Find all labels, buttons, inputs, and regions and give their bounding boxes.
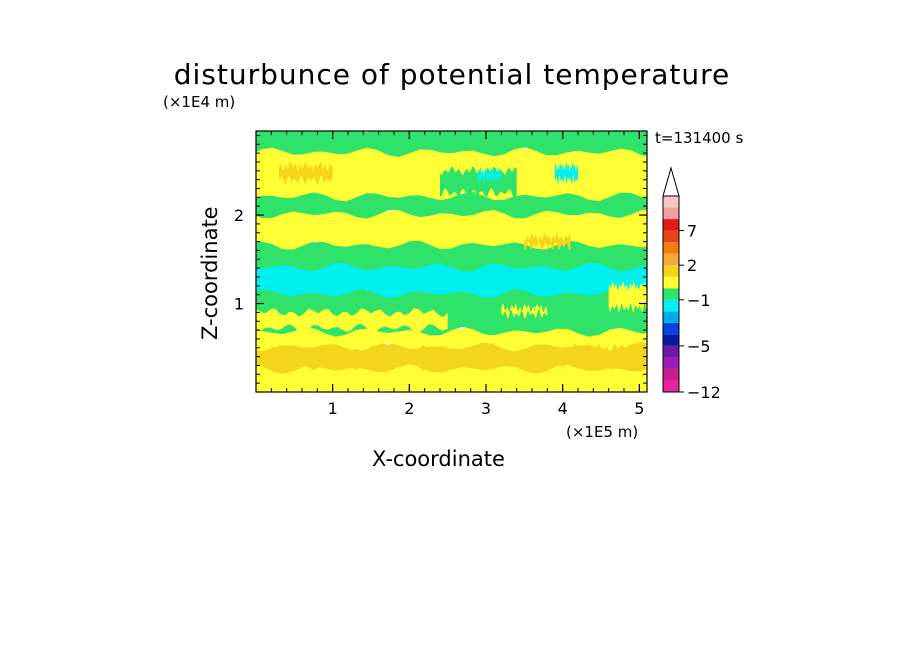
colorbar-tick-label: −5 <box>687 337 711 356</box>
axis-ticks: 1 2 3 4 5 1 2 <box>234 131 647 418</box>
chart-title: disturbunce of potential temperature <box>173 58 731 91</box>
x-tick-label: 5 <box>634 399 644 418</box>
colorbar-segment <box>663 230 679 243</box>
x-tick-label: 1 <box>328 399 338 418</box>
y-tick-label: 1 <box>234 295 244 314</box>
colorbar-segment <box>663 196 679 208</box>
colorbar-segment <box>663 322 679 335</box>
x-axis-multiplier: (×1E5 m) <box>566 423 639 441</box>
x-tick-label: 4 <box>558 399 568 418</box>
colorbar-segment <box>663 345 679 358</box>
colorbar-segment <box>663 368 679 381</box>
colorbar-tick-label: −12 <box>687 383 721 402</box>
time-label: t=131400 s <box>655 129 744 147</box>
colorbar-segment <box>663 311 679 323</box>
colorbar-segment <box>663 219 679 231</box>
colorbar-frame <box>662 195 680 393</box>
contour-patch <box>562 342 647 371</box>
colorbar-segment <box>663 242 679 254</box>
y-axis-multiplier: (×1E4 m) <box>163 93 236 111</box>
colorbar-segment <box>663 299 679 312</box>
colorbar-segment <box>663 357 679 369</box>
colorbar-tick-label: 2 <box>687 256 697 275</box>
contour-patch <box>501 303 548 319</box>
contour-patch <box>271 344 456 371</box>
colorbar-segment <box>663 253 679 266</box>
colorbar-extend-arrow <box>662 166 680 197</box>
plot-frame <box>255 130 648 393</box>
colorbar-segment <box>663 334 679 346</box>
colorbar: 7 2 −1 −5 −12 <box>662 166 721 402</box>
y-tick-label: 2 <box>234 206 244 225</box>
contour-patch <box>478 166 502 185</box>
x-tick-label: 3 <box>481 399 491 418</box>
colorbar-segment <box>663 288 679 300</box>
colorbar-tick-label: 7 <box>687 222 697 241</box>
contour-field <box>256 131 647 392</box>
contour-patch <box>555 161 578 185</box>
contour-patch <box>608 280 647 313</box>
contour-band <box>256 131 647 157</box>
colorbar-tick-label: −1 <box>687 291 711 310</box>
colorbar-segment <box>663 380 679 392</box>
x-tick-label: 2 <box>404 399 414 418</box>
contour-patch <box>279 161 333 185</box>
colorbar-segment <box>663 265 679 277</box>
colorbar-segment <box>663 276 679 289</box>
x-axis-label: X-coordinate <box>372 447 505 471</box>
contour-patch <box>524 233 571 251</box>
colorbar-segment <box>663 207 679 220</box>
contour-patch <box>256 308 448 333</box>
